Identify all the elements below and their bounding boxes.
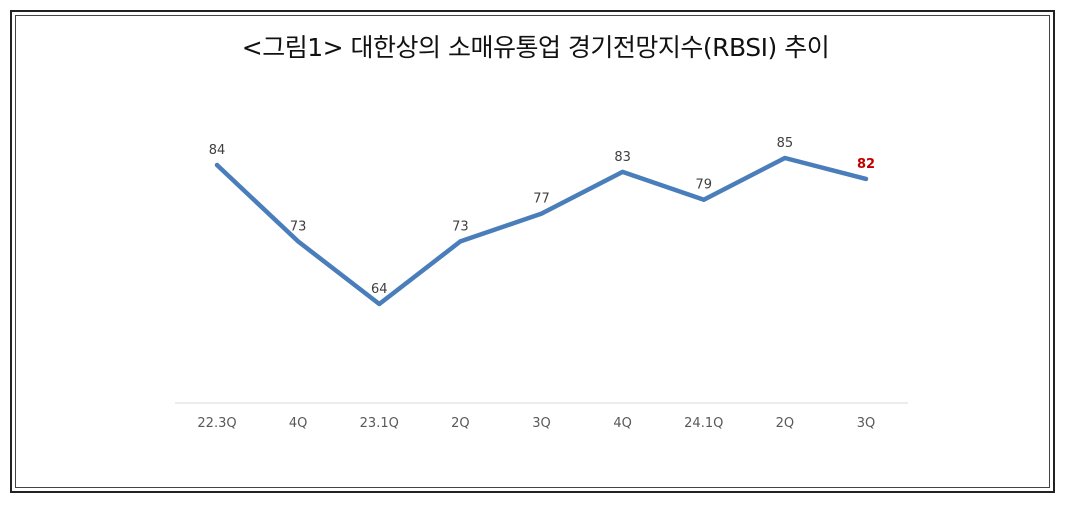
x-tick-label: 24.1Q (684, 416, 723, 431)
data-label: 73 (290, 219, 307, 234)
series-layer (214, 155, 869, 307)
data-label: 83 (614, 150, 631, 165)
data-label: 73 (452, 219, 469, 234)
data-label: 85 (777, 136, 794, 151)
data-point (620, 169, 625, 174)
x-tick-labels: 22.3Q 4Q 23.1Q 2Q 3Q 4Q 24.1Q 2Q 3Q (197, 416, 875, 431)
data-label: 84 (209, 143, 226, 158)
data-label: 77 (533, 192, 550, 207)
data-point (215, 162, 219, 167)
data-point (782, 156, 787, 160)
x-tick-label: 4Q (613, 416, 632, 431)
x-tick-label: 2Q (776, 416, 795, 431)
outer-frame (10, 10, 1055, 493)
data-label: 64 (371, 282, 388, 297)
x-tick-label: 4Q (289, 416, 308, 431)
data-label: 82 (857, 157, 875, 172)
x-tick-label: 3Q (532, 416, 551, 431)
series-line (214, 155, 869, 307)
x-tick-label: 3Q (857, 416, 876, 431)
x-tick-label: 23.1Q (360, 416, 399, 431)
x-tick-label: 22.3Q (197, 416, 236, 431)
data-labels: 84 73 64 73 77 83 79 85 82 (209, 136, 875, 297)
data-point (539, 211, 544, 216)
data-point (458, 239, 463, 244)
data-point (864, 176, 868, 181)
x-tick-label: 2Q (451, 416, 470, 431)
data-point (296, 239, 301, 244)
data-point (377, 302, 382, 306)
data-point (701, 197, 706, 202)
data-label: 79 (695, 178, 712, 193)
inner-frame (15, 15, 1050, 488)
chart-title: <그림1> 대한상의 소매유통업 경기전망지수(RBSI) 추이 (241, 33, 830, 62)
